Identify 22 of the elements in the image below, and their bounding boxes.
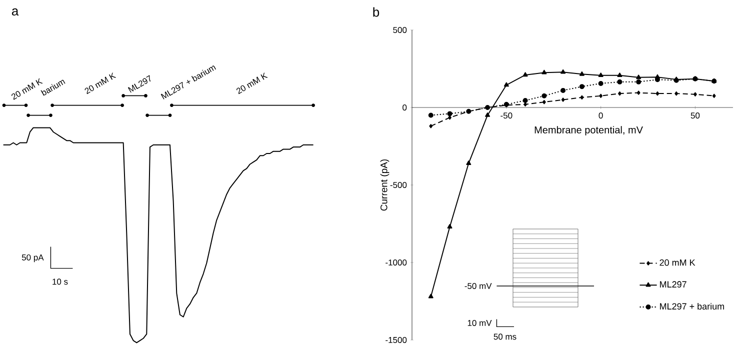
x-tick-label: -50	[500, 112, 512, 119]
y-tick-label: -1500	[386, 336, 407, 343]
annotation: 50 ms	[494, 334, 516, 340]
x-axis-title: Membrane potential, mV	[534, 126, 643, 136]
text: 20 mM K	[236, 72, 268, 94]
y-axis-title: Current (pA)	[380, 159, 390, 211]
annotation: 10 s	[52, 278, 68, 285]
x-tick-label: 0	[598, 112, 603, 119]
annotation: 50 pA	[22, 254, 44, 262]
legend-label: ML297	[660, 281, 686, 288]
legend-label: ML297 + barium	[660, 302, 724, 310]
annotation: -50 mV	[464, 282, 492, 289]
text: 20 mM K	[84, 72, 116, 94]
y-tick-label: -500	[390, 182, 407, 188]
legend-label: 20 mM K	[660, 259, 696, 266]
y-tick-label: -1000	[386, 259, 407, 266]
y-tick-label: 0	[402, 104, 407, 110]
chart-title: a	[12, 8, 19, 16]
annotation: 10 mV	[468, 320, 492, 326]
y-tick-label: 500	[393, 26, 407, 33]
x-tick-label: 50	[690, 112, 700, 119]
chart-title: b	[373, 7, 380, 17]
